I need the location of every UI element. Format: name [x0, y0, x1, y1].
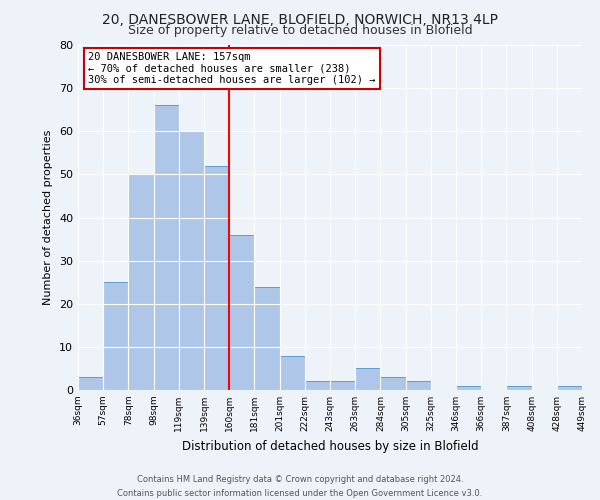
- Bar: [229, 235, 254, 390]
- Bar: [330, 382, 355, 390]
- Bar: [154, 106, 179, 390]
- Bar: [406, 382, 431, 390]
- Bar: [456, 386, 481, 390]
- Text: 20, DANESBOWER LANE, BLOFIELD, NORWICH, NR13 4LP: 20, DANESBOWER LANE, BLOFIELD, NORWICH, …: [102, 12, 498, 26]
- Bar: [506, 386, 532, 390]
- Bar: [305, 382, 330, 390]
- Text: Size of property relative to detached houses in Blofield: Size of property relative to detached ho…: [128, 24, 472, 37]
- X-axis label: Distribution of detached houses by size in Blofield: Distribution of detached houses by size …: [182, 440, 478, 452]
- Bar: [204, 166, 229, 390]
- Bar: [557, 386, 582, 390]
- Y-axis label: Number of detached properties: Number of detached properties: [43, 130, 53, 305]
- Text: Contains HM Land Registry data © Crown copyright and database right 2024.
Contai: Contains HM Land Registry data © Crown c…: [118, 476, 482, 498]
- Bar: [254, 286, 280, 390]
- Bar: [355, 368, 380, 390]
- Text: 20 DANESBOWER LANE: 157sqm
← 70% of detached houses are smaller (238)
30% of sem: 20 DANESBOWER LANE: 157sqm ← 70% of deta…: [88, 52, 376, 85]
- Bar: [103, 282, 128, 390]
- Bar: [280, 356, 305, 390]
- Bar: [380, 377, 406, 390]
- Bar: [128, 174, 154, 390]
- Bar: [179, 131, 204, 390]
- Bar: [78, 377, 103, 390]
